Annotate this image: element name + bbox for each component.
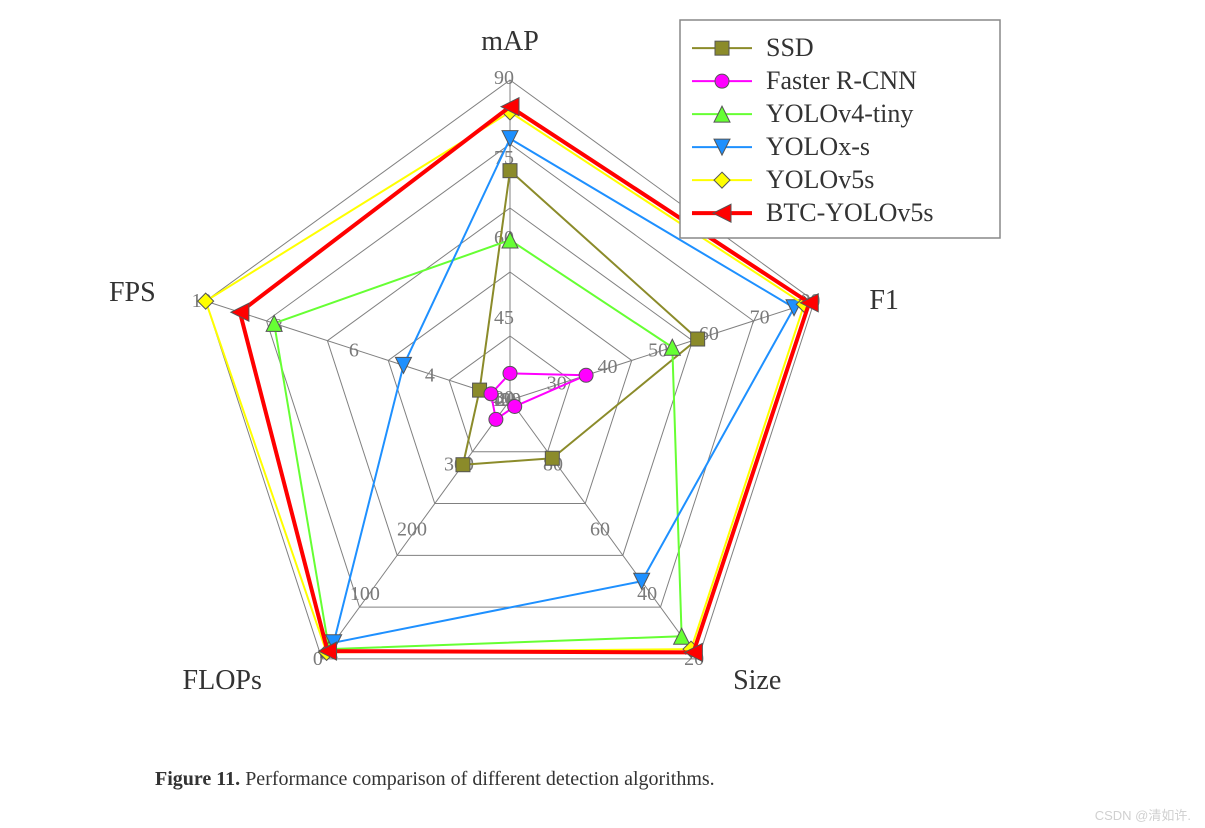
svg-text:40: 40 [597, 356, 617, 378]
svg-text:200: 200 [397, 518, 427, 540]
figure-caption: Figure 11. Performance comparison of dif… [155, 768, 715, 791]
svg-text:4: 4 [425, 364, 435, 386]
svg-text:45: 45 [494, 307, 514, 329]
caption-rest: Performance comparison of different dete… [240, 768, 714, 790]
svg-text:mAP: mAP [481, 26, 539, 57]
svg-text:Faster R-CNN: Faster R-CNN [766, 66, 917, 95]
svg-text:F1: F1 [869, 285, 899, 316]
svg-text:YOLOx-s: YOLOx-s [766, 132, 870, 161]
svg-text:90: 90 [494, 67, 514, 89]
svg-text:Size: Size [733, 665, 781, 696]
svg-text:YOLOv4-tiny: YOLOv4-tiny [766, 99, 913, 128]
svg-text:6: 6 [349, 340, 359, 362]
radar-chart: 3045607590203040506070802040608010001002… [100, 10, 1100, 750]
caption-bold: Figure 11. [155, 768, 240, 790]
svg-text:FLOPs: FLOPs [183, 665, 262, 696]
svg-text:BTC-YOLOv5s: BTC-YOLOv5s [766, 198, 934, 227]
svg-text:FPS: FPS [109, 277, 156, 308]
svg-text:60: 60 [590, 518, 610, 540]
watermark-text: CSDN @清如许. [1095, 805, 1191, 824]
svg-text:70: 70 [750, 307, 770, 329]
svg-text:SSD: SSD [766, 33, 814, 62]
svg-text:100: 100 [350, 583, 380, 605]
svg-text:YOLOv5s: YOLOv5s [766, 165, 874, 194]
